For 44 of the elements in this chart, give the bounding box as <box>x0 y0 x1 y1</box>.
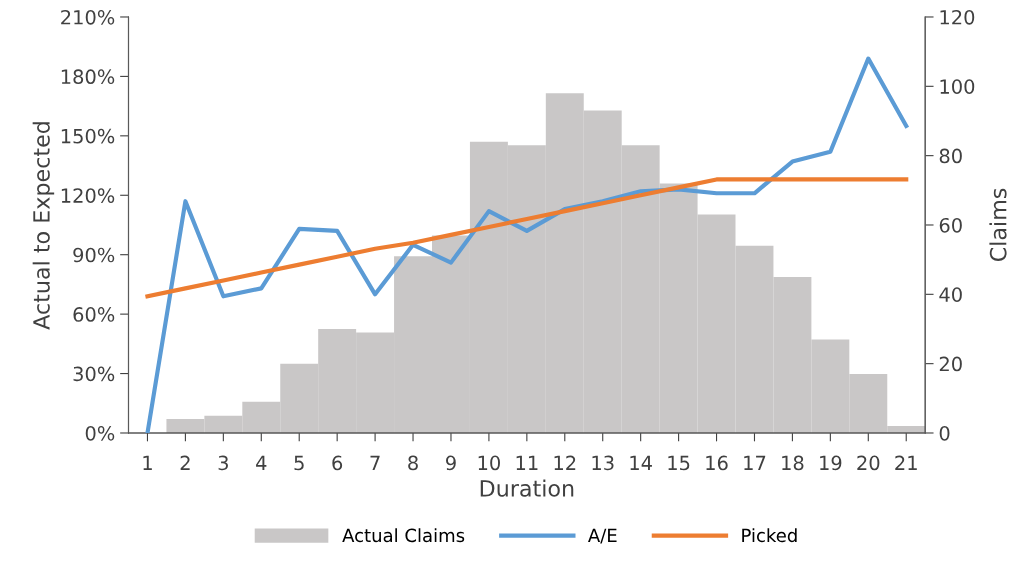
y-tick-label: 210% <box>61 9 115 25</box>
x-tick-label: 10 <box>478 455 500 471</box>
x-tick-label: 20 <box>857 455 880 471</box>
x-tick-label: 11 <box>516 455 538 470</box>
y2-tick-label: 120 <box>940 9 975 25</box>
x-tick-label: 17 <box>744 455 766 470</box>
x-tick-label: 6 <box>332 455 343 471</box>
legend-label: Picked <box>742 528 797 543</box>
y-tick-label: 150% <box>61 128 115 144</box>
x-axis-title: Duration <box>480 479 574 497</box>
legend-label: Actual Claims <box>342 528 465 543</box>
x-tick-label: 5 <box>294 455 304 471</box>
x-tick-label: 19 <box>820 455 842 471</box>
y-tick-label: 0% <box>85 425 115 441</box>
line-series <box>145 177 909 299</box>
x-tick-label: 2 <box>180 455 190 470</box>
x-tick-label: 8 <box>408 455 418 471</box>
x-tick-label: 4 <box>256 455 267 470</box>
x-tick-label: 13 <box>592 455 614 471</box>
y2-tick-label: 40 <box>939 287 962 302</box>
y-axis-title: Actual to Expected <box>32 122 55 330</box>
x-tick-label: 1 <box>143 455 152 470</box>
line-series <box>145 56 909 433</box>
y2-tick-label: 100 <box>940 79 975 94</box>
y-tick-label: 90% <box>73 247 115 263</box>
x-tick-label: 9 <box>446 455 456 471</box>
legend-label: A/E <box>588 528 617 544</box>
y-tick-label: 30% <box>73 366 115 382</box>
y2-axis-title: Claims <box>989 188 1007 262</box>
x-tick-label: 21 <box>895 455 917 470</box>
x-tick-label: 18 <box>782 455 804 471</box>
y2-tick-label: 0 <box>939 425 950 441</box>
y2-tick-label: 20 <box>939 356 962 372</box>
x-tick-label: 3 <box>218 455 228 471</box>
y-tick-label: 180% <box>61 69 115 85</box>
x-tick-label: 7 <box>370 455 380 470</box>
x-tick-label: 15 <box>668 455 690 471</box>
y2-tick-label: 80 <box>939 148 962 164</box>
y-tick-label: 60% <box>73 307 115 322</box>
y2-tick-label: 60 <box>939 217 962 233</box>
y-tick-label: 120% <box>61 188 115 203</box>
x-tick-label: 16 <box>706 455 728 471</box>
x-tick-label: 14 <box>630 455 652 470</box>
x-tick-label: 12 <box>554 455 576 470</box>
